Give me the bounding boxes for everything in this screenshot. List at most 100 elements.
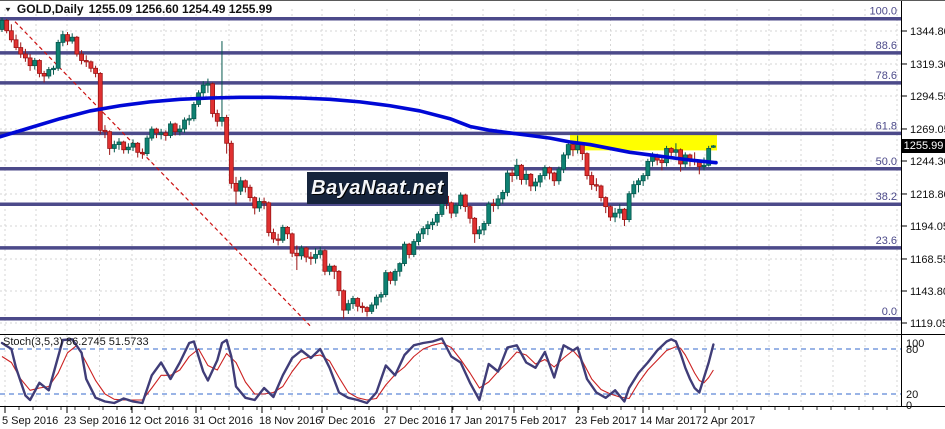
price-label[interactable]: 1344.80 <box>910 26 945 38</box>
price-label[interactable]: 1194.05 <box>910 221 945 233</box>
candle-body <box>299 247 304 257</box>
highlight-zone[interactable] <box>570 131 717 151</box>
candle-body <box>561 154 566 170</box>
candle-body <box>383 272 389 296</box>
candle-body <box>608 206 613 218</box>
candle-body <box>285 226 290 235</box>
candle-body <box>701 164 707 168</box>
date-label[interactable]: 7 Dec 2016 <box>319 415 375 427</box>
candle-body <box>402 243 407 264</box>
candle-body <box>373 296 379 306</box>
candle-body <box>434 214 440 223</box>
chart-ohlc-values: 1255.09 1256.60 1254.49 1255.99 <box>88 2 273 16</box>
price-label[interactable]: 1168.55 <box>910 254 945 266</box>
fib-label: 50.0 <box>876 156 897 168</box>
date-label[interactable]: 23 Sep 2016 <box>64 415 126 427</box>
candle-body <box>130 142 136 148</box>
candle-body <box>224 117 230 144</box>
price-label[interactable]: 1244.30 <box>910 156 945 168</box>
candle-body <box>317 250 323 255</box>
candle-body <box>500 192 506 200</box>
candle-body <box>22 53 28 59</box>
candle-body <box>603 197 609 208</box>
price-label[interactable]: 1218.80 <box>910 189 945 201</box>
candle-body <box>8 30 14 41</box>
candle-body <box>322 250 328 272</box>
candle-body <box>139 151 145 155</box>
date-label[interactable]: 17 Jan 2017 <box>449 415 510 427</box>
candle-body <box>158 132 164 135</box>
date-label[interactable]: 27 Dec 2016 <box>384 415 446 427</box>
candle-body <box>645 160 651 177</box>
candle-body <box>41 73 47 77</box>
candle-body <box>369 304 375 312</box>
fib-label: 23.6 <box>876 235 897 247</box>
candle-body <box>116 141 122 145</box>
candle-body <box>486 203 492 224</box>
candle-body <box>547 167 552 174</box>
price-label[interactable]: 1294.55 <box>910 91 945 103</box>
candle-body <box>233 182 239 192</box>
candle-body <box>533 181 538 187</box>
candle-body <box>280 226 286 241</box>
candle-body <box>341 290 347 311</box>
candle-body <box>200 84 206 94</box>
candle-body <box>481 223 487 231</box>
candle-body <box>505 172 510 193</box>
candle-body <box>406 243 412 255</box>
date-label[interactable]: 31 Oct 2016 <box>193 415 253 427</box>
candle-body <box>523 173 529 180</box>
candle-body <box>69 36 75 42</box>
candle-body <box>172 123 178 133</box>
stoch-axis-label[interactable]: 80 <box>906 344 918 356</box>
price-label[interactable]: 1119.05 <box>910 318 945 330</box>
candle-body <box>79 53 84 61</box>
candle-body <box>60 34 66 43</box>
price-label[interactable]: 1269.05 <box>910 124 945 136</box>
candle-body <box>32 60 38 67</box>
candle-body <box>411 241 417 255</box>
date-label[interactable]: 23 Feb 2017 <box>575 415 637 427</box>
watermark: BayaNaat.net <box>307 172 448 204</box>
price-label[interactable]: 1143.80 <box>910 286 945 298</box>
candle-body <box>556 168 562 182</box>
candle-body <box>107 131 113 149</box>
candle-body <box>565 144 571 156</box>
date-label[interactable]: 5 Sep 2016 <box>2 415 58 427</box>
candle-body <box>467 206 473 219</box>
candle-body <box>135 142 141 153</box>
stoch-axis-label[interactable]: 0 <box>906 400 912 412</box>
candle-body <box>626 193 632 220</box>
candle-body <box>214 113 220 122</box>
candle-body <box>575 144 581 151</box>
indicator-values: 86.2745 51.5733 <box>65 336 149 348</box>
candle-body <box>584 153 590 177</box>
chevron-down-icon: ▼ <box>4 5 12 13</box>
current-price-tag: 1255.99 <box>902 139 945 153</box>
candle-body <box>256 201 262 209</box>
date-label[interactable]: 12 Oct 2016 <box>129 415 189 427</box>
stoch-axis-label[interactable]: 100 <box>906 338 924 350</box>
trendline[interactable] <box>14 21 311 327</box>
candle-body <box>121 141 127 151</box>
candle-body <box>528 173 534 187</box>
candle-body <box>430 221 435 226</box>
stoch-axis-label[interactable]: 20 <box>906 389 918 401</box>
fib-label: 0.0 <box>882 306 897 318</box>
candle-body <box>308 256 314 259</box>
candle-body <box>570 144 576 151</box>
date-label[interactable]: 5 Feb 2017 <box>511 415 567 427</box>
candle-body <box>168 123 173 136</box>
candle-body <box>490 203 496 206</box>
candle-body <box>355 298 361 307</box>
candle-body <box>448 202 454 214</box>
date-label[interactable]: 14 Mar 2017 <box>640 415 702 427</box>
date-label[interactable]: 18 Nov 2016 <box>259 415 321 427</box>
price-label[interactable]: 1319.30 <box>910 59 945 71</box>
candle-body <box>331 265 337 272</box>
candle-body <box>416 233 421 242</box>
date-label[interactable]: 2 Apr 2017 <box>702 415 755 427</box>
candle-body <box>659 159 665 164</box>
candle-body <box>93 67 98 74</box>
